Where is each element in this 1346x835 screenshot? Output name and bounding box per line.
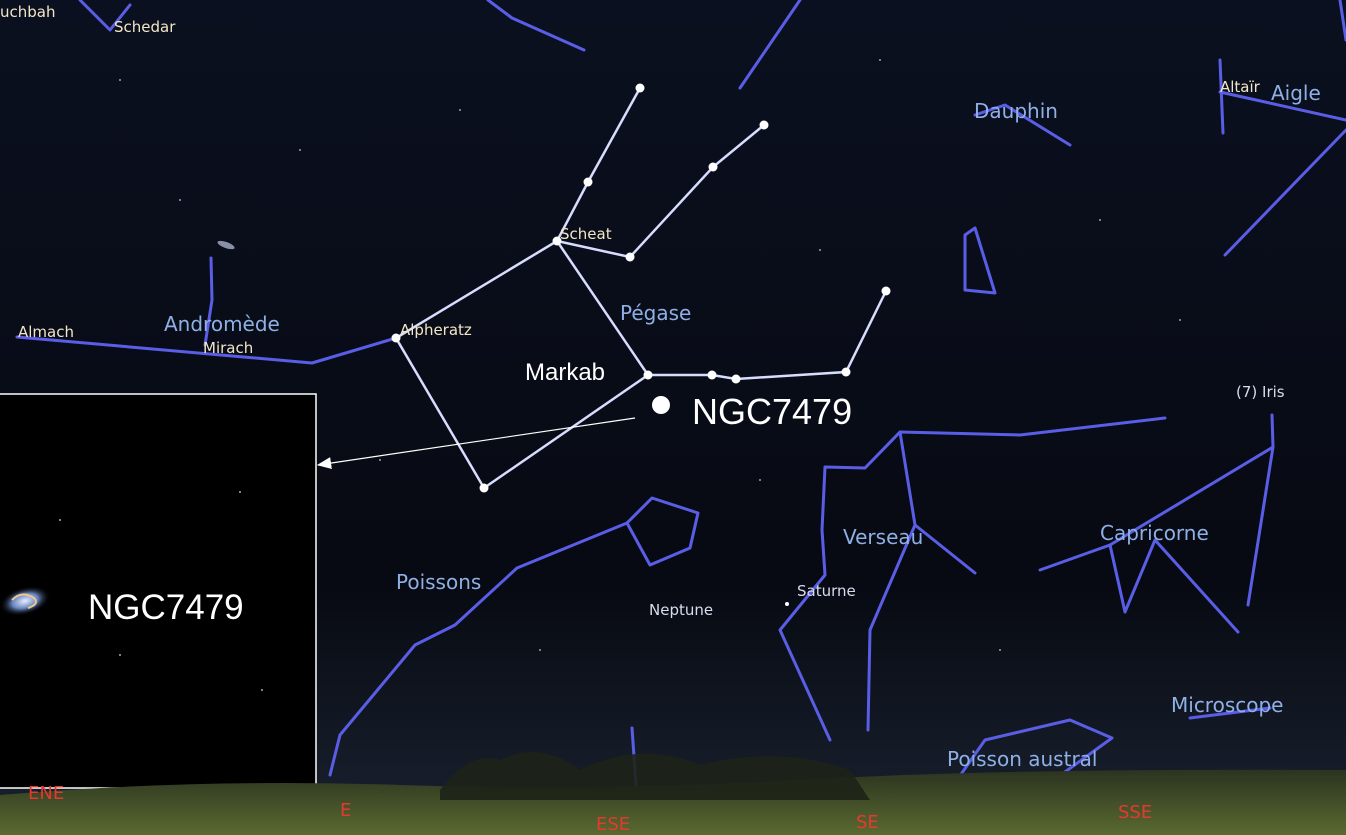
page: {"stars": {"ruchbah": "uchbah", "schedar… bbox=[0, 0, 1346, 835]
constellation-label: Capricorne bbox=[1100, 521, 1209, 545]
star-label: Almach bbox=[18, 323, 74, 341]
star-label: Scheat bbox=[560, 225, 612, 243]
constellation-label: Andromède bbox=[164, 312, 280, 336]
planet-label: Neptune bbox=[649, 601, 713, 619]
star-label: Alpheratz bbox=[400, 321, 472, 339]
constellation-label: Microscope bbox=[1171, 693, 1283, 717]
constellation-label: Verseau bbox=[843, 525, 923, 549]
compass-label: ESE bbox=[596, 814, 630, 835]
constellation-label: Pégase bbox=[620, 301, 691, 325]
planet-label: Saturne bbox=[797, 582, 856, 600]
constellation-label: Poissons bbox=[396, 570, 481, 594]
planet-label: (7) Iris bbox=[1236, 383, 1285, 401]
star-label: uchbah bbox=[0, 3, 55, 21]
inset: NGC7479 bbox=[0, 394, 316, 788]
compass-label: E bbox=[340, 800, 351, 821]
constellation-label: Dauphin bbox=[974, 99, 1058, 123]
star-label: Altaïr bbox=[1220, 78, 1261, 96]
constellation-label: Aigle bbox=[1271, 81, 1321, 105]
star-label: Schedar bbox=[114, 18, 176, 36]
compass-label: SE bbox=[856, 812, 879, 833]
star-label: Markab bbox=[525, 359, 605, 386]
constellation-label: Poisson austral bbox=[947, 747, 1097, 771]
compass-label: ENE bbox=[28, 783, 64, 804]
sky-view: uchbah Schedar Altaïr Scheat Alpheratz A… bbox=[0, 0, 1346, 835]
compass-label: SSE bbox=[1118, 802, 1152, 823]
target-label: NGC7479 bbox=[692, 391, 852, 432]
inset-label: NGC7479 bbox=[88, 588, 244, 627]
star-label: Mirach bbox=[203, 339, 253, 357]
